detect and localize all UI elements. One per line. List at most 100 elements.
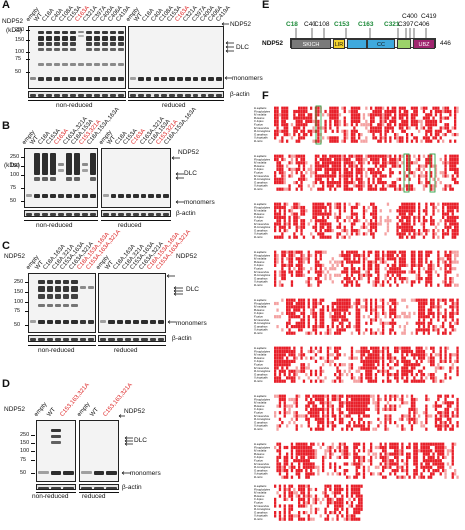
residue-cell	[422, 459, 426, 463]
residue-cell	[377, 113, 380, 117]
residue-cell	[290, 465, 294, 469]
marker-a-1: 150	[15, 37, 25, 43]
residue-cell	[329, 267, 332, 271]
residue-cell	[286, 113, 289, 117]
residue-cell	[355, 511, 358, 515]
residue-cell	[449, 401, 452, 405]
residue-cell	[372, 452, 375, 456]
residue-cell	[300, 445, 303, 450]
residue-cell	[286, 424, 289, 428]
residue-cell	[389, 315, 392, 319]
residue-cell	[406, 202, 409, 206]
residue-cell	[281, 397, 284, 402]
residue-cell	[290, 455, 294, 459]
residue-cell	[310, 167, 313, 171]
residue-cell	[343, 277, 346, 281]
residue-cell	[319, 257, 322, 261]
lane	[116, 274, 123, 332]
residue-cell	[420, 349, 423, 354]
residue-cell	[346, 177, 349, 181]
residue-cell	[329, 235, 332, 239]
residue-cell	[283, 363, 286, 367]
residue-cell	[298, 139, 301, 143]
residue-cell	[334, 308, 337, 312]
residue-cell	[353, 184, 356, 188]
species-label: D.rerio	[254, 427, 263, 431]
residue-cell	[370, 113, 373, 117]
residue-cell	[302, 219, 306, 223]
residue-cell	[360, 349, 363, 354]
residue-cell	[372, 116, 375, 120]
residue-cell	[317, 442, 320, 446]
residue-cell	[425, 442, 428, 446]
residue-cell	[288, 328, 291, 332]
residue-cell	[406, 126, 409, 130]
residue-cell	[437, 417, 440, 421]
residue-cell	[454, 407, 457, 411]
residue-cell	[281, 215, 284, 219]
residue-cell	[276, 253, 279, 258]
residue-cell	[437, 177, 440, 181]
residue-cell	[288, 487, 291, 492]
residue-cell	[346, 445, 349, 450]
residue-cell	[386, 349, 390, 354]
residue-cell	[341, 235, 344, 239]
residue-cell	[425, 462, 428, 466]
residue-cell	[319, 205, 322, 210]
residue-cell	[439, 421, 442, 425]
residue-cell	[365, 157, 368, 162]
residue-cell	[370, 328, 373, 332]
residue-cell	[434, 181, 438, 185]
actin-band	[108, 338, 115, 341]
residue-cell	[314, 161, 318, 165]
residue-cell	[295, 219, 298, 223]
residue-cell	[379, 154, 382, 158]
residue-cell	[437, 250, 440, 254]
actin-band	[216, 94, 222, 97]
residue-cell	[439, 449, 442, 453]
residue-cell	[377, 404, 380, 408]
residue-cell	[298, 328, 301, 332]
residue-cell	[350, 225, 354, 229]
actin-band	[102, 94, 108, 97]
residue-cell	[420, 321, 423, 325]
residue-cell	[442, 469, 445, 473]
alignment-grid: H.sapiensP.troglodytesM.mulattaB.taurusC…	[253, 394, 459, 431]
residue-cell	[382, 113, 385, 117]
residue-cell	[314, 177, 318, 181]
residue-cell	[278, 455, 282, 459]
residue-cell	[372, 109, 375, 114]
residue-cell	[410, 184, 414, 188]
residue-cell	[418, 325, 421, 329]
residue-cell	[338, 376, 342, 380]
residue-cell	[362, 263, 366, 267]
residue-cell	[365, 427, 368, 431]
residue-cell	[300, 222, 303, 226]
residue-cell	[322, 212, 325, 216]
residue-cell	[302, 462, 306, 466]
residue-cell	[305, 373, 308, 377]
residue-cell	[334, 487, 337, 492]
residue-cell	[358, 421, 361, 425]
residue-cell	[384, 129, 387, 133]
residue-cell	[290, 171, 294, 175]
residue-cell	[401, 202, 404, 206]
residue-cell	[336, 184, 339, 188]
band	[177, 77, 183, 81]
residue-cell	[358, 325, 361, 329]
residue-cell	[350, 331, 354, 335]
residue-cell	[358, 187, 361, 191]
residue-cell	[422, 222, 426, 226]
residue-cell	[288, 187, 291, 191]
residue-cell	[401, 209, 404, 213]
residue-cell	[334, 116, 337, 120]
residue-cell	[449, 298, 452, 302]
residue-cell	[302, 126, 306, 130]
residue-cell	[420, 475, 423, 479]
residue-cell	[418, 315, 421, 319]
residue-cell	[302, 311, 306, 315]
residue-cell	[360, 164, 363, 168]
residue-cell	[425, 184, 428, 188]
residue-cell	[422, 174, 426, 178]
residue-cell	[413, 232, 416, 236]
